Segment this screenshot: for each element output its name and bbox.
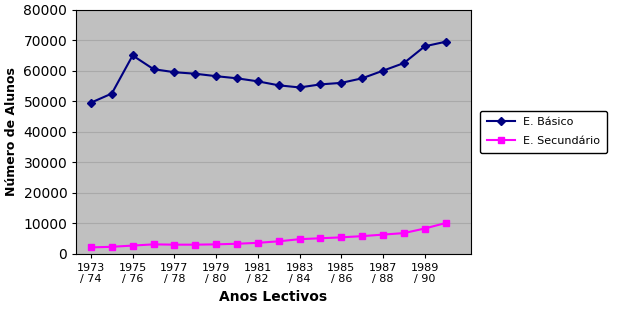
E. Básico	[254, 79, 261, 83]
E. Secundário	[317, 236, 324, 240]
Line: E. Básico: E. Básico	[88, 39, 448, 105]
Line: E. Secundário: E. Secundário	[88, 220, 448, 250]
E. Secundário	[87, 245, 95, 249]
E. Básico	[317, 83, 324, 86]
E. Básico	[170, 70, 178, 74]
E. Secundário	[254, 241, 261, 245]
E. Básico	[129, 54, 137, 58]
E. Básico	[421, 44, 429, 48]
E. Básico	[358, 76, 366, 80]
E. Secundário	[296, 237, 303, 241]
E. Básico	[296, 85, 303, 89]
E. Secundário	[191, 243, 199, 247]
X-axis label: Anos Lectivos: Anos Lectivos	[219, 290, 328, 304]
E. Secundário	[275, 239, 282, 243]
E. Secundário	[149, 242, 157, 246]
E. Básico	[275, 83, 282, 87]
E. Básico	[400, 61, 408, 65]
E. Básico	[379, 69, 387, 73]
E. Secundário	[358, 234, 366, 238]
E. Secundário	[129, 244, 137, 248]
E. Secundário	[400, 231, 408, 235]
E. Secundário	[379, 233, 387, 237]
E. Básico	[212, 74, 220, 78]
E. Secundário	[170, 243, 178, 247]
E. Secundário	[212, 242, 220, 246]
E. Secundário	[233, 242, 241, 246]
E. Secundário	[442, 221, 450, 225]
E. Básico	[108, 92, 116, 96]
E. Secundário	[108, 245, 116, 249]
E. Básico	[191, 72, 199, 76]
E. Básico	[87, 101, 95, 105]
E. Secundário	[421, 227, 429, 230]
E. Básico	[338, 81, 345, 85]
Y-axis label: Número de Alunos: Número de Alunos	[5, 67, 18, 196]
E. Básico	[442, 40, 450, 44]
E. Básico	[233, 76, 241, 80]
E. Básico	[149, 67, 157, 71]
Legend: E. Básico, E. Secundário: E. Básico, E. Secundário	[480, 111, 607, 153]
E. Secundário	[338, 235, 345, 239]
